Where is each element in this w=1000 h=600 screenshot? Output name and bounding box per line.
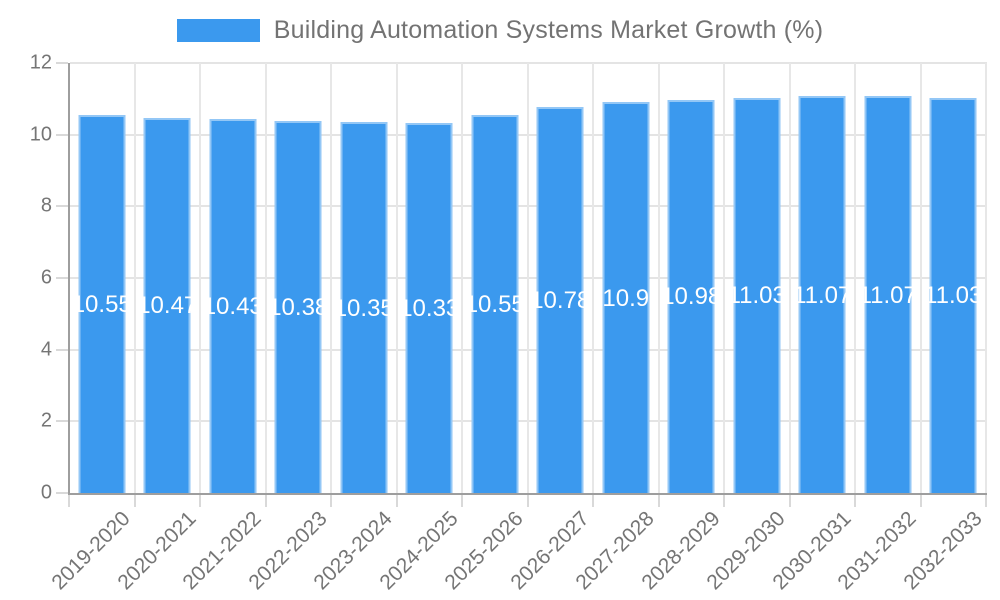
bar-slot: 10.43 2021-2022 <box>179 63 267 594</box>
y-axis-label: 10 <box>29 123 52 146</box>
bar-slot: 11.07 2031-2032 <box>834 63 922 594</box>
bar-value-label: 11.07 <box>858 281 917 309</box>
y-tick-mark <box>56 492 68 494</box>
gridline <box>70 348 987 351</box>
bar-slot: 10.55 2025-2026 <box>441 63 529 594</box>
bar-slot: 10.47 2020-2021 <box>113 63 201 594</box>
x-tick-mark <box>395 495 398 507</box>
y-tick-mark <box>56 205 68 208</box>
plot-area: 0 2 4 6 8 10 12 10.55 2019-2020 10.47 2020-2021 10… <box>30 52 987 594</box>
y-axis-label: 0 <box>40 481 52 504</box>
bar[interactable]: 10.35 <box>334 122 394 493</box>
y-tick-mark <box>56 277 68 279</box>
bar-value-label: 10.38 <box>268 294 329 322</box>
x-tick-mark <box>199 495 201 507</box>
bar[interactable]: 11.03 <box>924 97 982 493</box>
x-tick-mark <box>723 495 725 507</box>
bar-slots: 10.55 2019-2020 10.47 2020-2021 10.43 2021-20… <box>48 63 987 594</box>
x-tick-mark <box>657 495 660 507</box>
bar[interactable]: 10.47 <box>137 117 197 493</box>
bar-value-label: 10.78 <box>530 286 591 314</box>
bar-value-label: 10.33 <box>399 294 460 322</box>
legend-swatch-icon <box>176 19 260 42</box>
bar[interactable]: 10.43 <box>203 119 263 493</box>
y-axis-label: 6 <box>40 266 52 289</box>
bar[interactable]: 11.03 <box>728 97 786 493</box>
bar-slot: 10.55 2019-2020 <box>48 63 136 594</box>
x-tick-mark <box>919 495 922 507</box>
bar-slot: 11.07 2030-2031 <box>768 63 856 594</box>
bar-value-label: 11.07 <box>793 281 852 309</box>
bar[interactable]: 10.9 <box>602 102 650 493</box>
gridline <box>70 205 987 208</box>
x-tick-mark <box>985 495 987 507</box>
bar-slot: 10.98 2028-2029 <box>637 63 725 594</box>
bar-slot: 10.9 2027-2028 <box>572 63 660 594</box>
y-axis-label: 8 <box>40 194 52 217</box>
bar-slot: 10.38 2022-2023 <box>244 63 332 594</box>
x-tick-mark <box>330 495 332 507</box>
x-tick-mark <box>788 495 791 507</box>
y-axis-label: 4 <box>40 338 52 361</box>
y-tick-mark <box>56 348 68 351</box>
x-tick-mark <box>592 495 594 507</box>
x-tick-mark <box>461 495 463 507</box>
x-tick-mark <box>854 495 856 507</box>
y-tick-mark <box>56 62 68 64</box>
gridline <box>70 133 987 136</box>
bar[interactable]: 10.98 <box>661 99 721 493</box>
bar-value-label: 10.55 <box>464 290 525 318</box>
bar[interactable]: 11.07 <box>793 96 851 493</box>
bar-value-label: 11.03 <box>924 282 983 310</box>
legend-label: Building Automation Systems Market Growt… <box>273 16 824 44</box>
bar-slot: 11.03 2032-2033 <box>899 63 987 594</box>
gridline <box>70 420 987 423</box>
bar[interactable]: 10.55 <box>465 114 525 493</box>
chart-legend[interactable]: Building Automation Systems Market Growt… <box>0 16 1000 45</box>
x-tick-mark <box>133 495 136 507</box>
bar-value-label: 10.35 <box>333 294 394 322</box>
bar[interactable]: 10.55 <box>72 114 132 493</box>
gridline <box>70 62 987 64</box>
gridline <box>70 277 987 279</box>
y-axis-label: 2 <box>40 409 52 432</box>
x-tick-mark <box>526 495 529 507</box>
bar[interactable]: 10.33 <box>399 122 459 493</box>
bar[interactable]: 11.07 <box>859 96 917 493</box>
bar-slot: 10.78 2026-2027 <box>506 63 594 594</box>
bar-value-label: 10.47 <box>137 292 198 320</box>
y-tick-mark <box>56 420 68 423</box>
bar[interactable]: 10.38 <box>268 121 328 493</box>
y-tick-mark <box>56 133 68 136</box>
bar-value-label: 11.03 <box>727 282 786 310</box>
bar-slot: 10.33 2024-2025 <box>375 63 463 594</box>
bar-value-label: 10.9 <box>602 284 650 312</box>
bar-slot: 11.03 2029-2030 <box>703 63 791 594</box>
y-axis-label: 12 <box>29 51 52 74</box>
bar[interactable]: 10.78 <box>530 106 590 493</box>
bar-value-label: 10.98 <box>661 283 722 311</box>
bar-value-label: 10.55 <box>71 290 132 318</box>
bar-value-label: 10.43 <box>202 293 263 321</box>
x-axis-first-tick <box>68 495 70 507</box>
x-tick-mark <box>264 495 267 507</box>
bar-slot: 10.35 2023-2024 <box>310 63 398 594</box>
